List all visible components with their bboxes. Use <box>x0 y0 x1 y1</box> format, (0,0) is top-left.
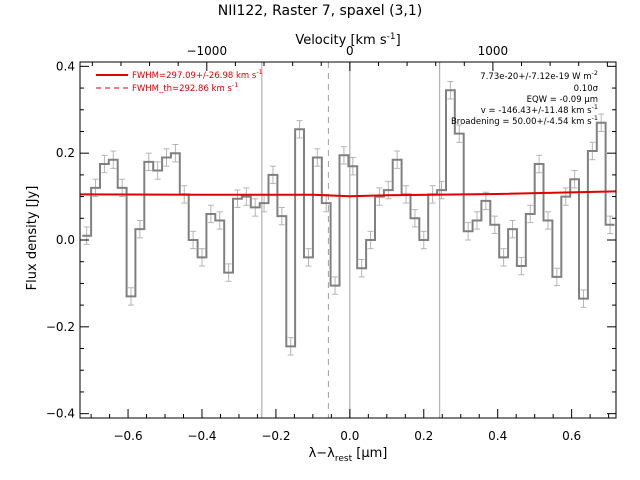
top-tick-label-1: 0 <box>346 44 354 58</box>
annotation-eqw: EQW = -0.09 μm <box>527 95 598 105</box>
y-tick-label-0: −0.4 <box>46 407 75 421</box>
top-tick-label-2: 1000 <box>478 44 509 58</box>
spectrum-line <box>82 89 615 348</box>
spectrum-series <box>82 89 615 348</box>
x-tick-label-4: 0.2 <box>414 429 433 443</box>
x-tick-label-5: 0.4 <box>488 429 507 443</box>
annotation-sigma: 0.10σ <box>574 84 599 94</box>
x-tick-label-6: 0.6 <box>562 429 581 443</box>
fit-series <box>79 190 617 198</box>
x-tick-label-1: −0.4 <box>187 429 216 443</box>
y-tick-label-2: 0.0 <box>56 233 75 247</box>
x-axis-label: λ−λrest [μm] <box>309 446 388 464</box>
legend-dashed-label: FWHM_th=292.86 km s-1 <box>132 81 238 94</box>
chart-title: NII122, Raster 7, spaxel (3,1) <box>218 3 423 19</box>
x-tick-label-0: −0.6 <box>113 429 142 443</box>
fit-annotations: 7.73e-20+/-7.12e-19 W m-2 0.10σ EQW = -0… <box>451 69 599 127</box>
fit-line <box>79 190 617 198</box>
axis-ticks: −0.6 −0.4 −0.2 0.0 0.2 0.4 0.6 −1000 0 1000 −0.4 −0… <box>46 44 616 443</box>
x-tick-label-3: 0.0 <box>340 429 359 443</box>
legend-fit-label: FWHM=297.09+/-26.98 km s-1 <box>132 68 263 81</box>
annotation-flux: 7.73e-20+/-7.12e-19 W m-2 <box>480 69 598 82</box>
x-tick-label-2: −0.2 <box>261 429 290 443</box>
top-axis-label: Velocity [km s-1] <box>295 32 400 48</box>
annotation-velocity: v = -146.43+/-11.48 km s-1 <box>481 103 598 116</box>
reference-lines <box>261 62 441 418</box>
y-axis-label: Flux density [Jy] <box>25 186 40 291</box>
y-tick-label-4: 0.4 <box>56 59 75 73</box>
y-tick-label-1: −0.2 <box>46 320 75 334</box>
annotation-broadening: Broadening = 50.00+/-4.54 km s-1 <box>451 114 598 127</box>
top-tick-label-0: −1000 <box>186 44 227 58</box>
y-tick-label-3: 0.2 <box>56 146 75 160</box>
legend: FWHM=297.09+/-26.98 km s-1 FWHM_th=292.8… <box>96 68 263 94</box>
